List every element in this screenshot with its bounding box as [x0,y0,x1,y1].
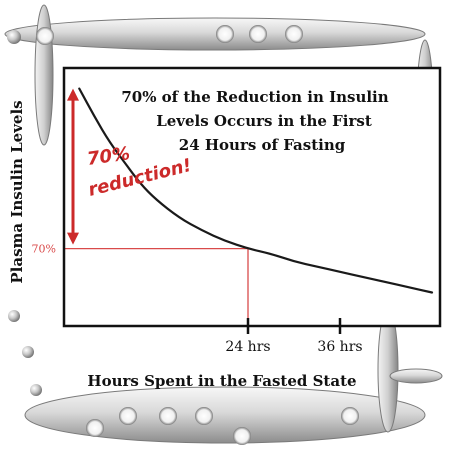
y-axis-label: Plasma Insulin Levels [8,100,26,283]
plot-area [64,68,440,326]
reduction-arrow [67,88,79,245]
chart-title-line-2: Levels Occurs in the First [156,112,372,130]
decorative-frame [4,4,443,444]
y-marker-label: 70% [32,243,56,256]
plot-frame [62,66,442,328]
insulin-curve [78,87,434,294]
decorative-holes [36,25,359,445]
decorative-beads [7,30,42,396]
chart-title-line-3: 24 Hours of Fasting [179,136,346,154]
chart-title-line-1: 70% of the Reduction in Insulin [121,88,388,106]
x-tick-label-24: 24 hrs [225,339,270,355]
x-axis-label: Hours Spent in the Fasted State [87,372,356,390]
x-tick-marks [246,318,342,334]
x-tick-label-36: 36 hrs [317,339,362,355]
